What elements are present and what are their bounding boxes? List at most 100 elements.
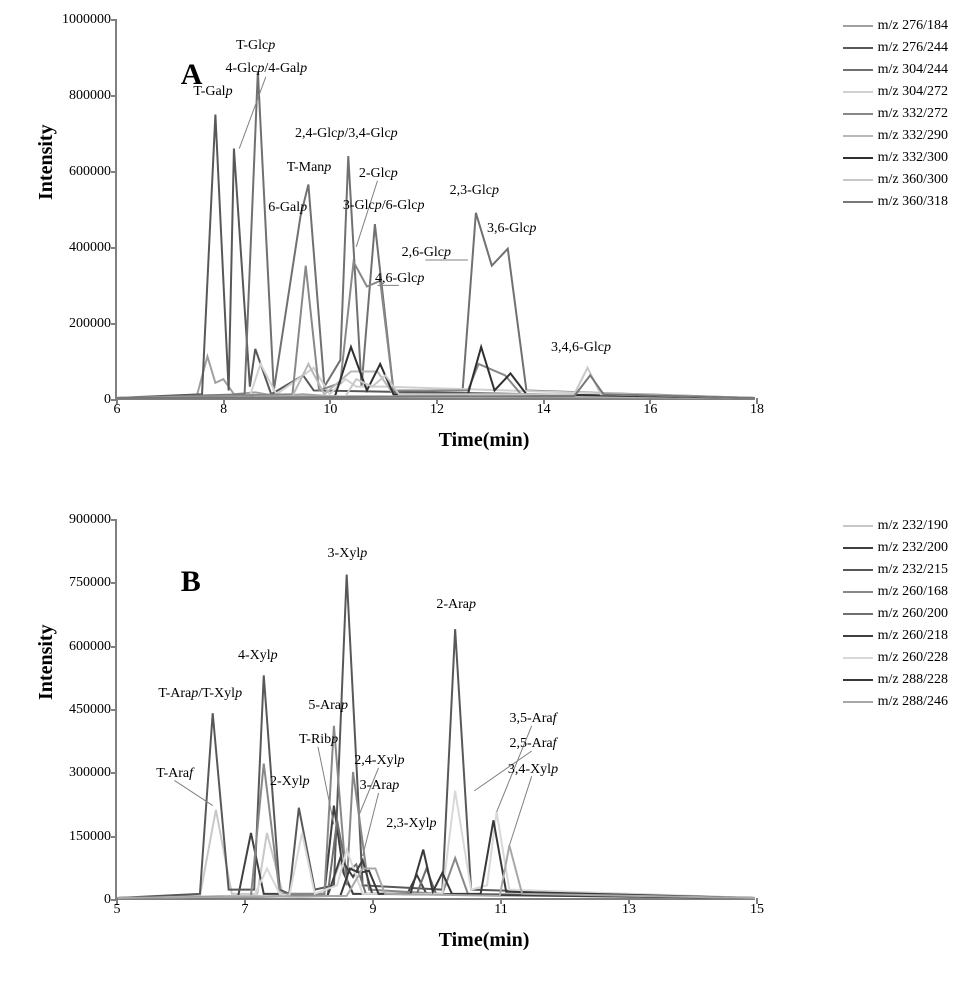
ytick: 150000 bbox=[69, 829, 117, 845]
legend-swatch bbox=[843, 91, 873, 93]
legend-item: m/z 232/200 bbox=[843, 537, 948, 559]
legend-label: m/z 276/184 bbox=[878, 15, 948, 37]
peak-label: 3,6-Glcp bbox=[487, 221, 536, 237]
plot-b: B 01500003000004500006000007500009000005… bbox=[115, 520, 755, 900]
peak-label: 4,6-Glcp bbox=[375, 271, 424, 287]
panel-letter-b: B bbox=[181, 565, 201, 599]
peak-label: 3,4,6-Glcp bbox=[551, 340, 611, 356]
legend-swatch bbox=[843, 679, 873, 681]
ytick: 600000 bbox=[69, 639, 117, 655]
peak-label: 3,5-Araf bbox=[509, 711, 556, 727]
legend-swatch bbox=[843, 69, 873, 71]
legend-swatch bbox=[843, 657, 873, 659]
legend-swatch bbox=[843, 179, 873, 181]
legend-item: m/z 232/190 bbox=[843, 515, 948, 537]
legend-swatch bbox=[843, 635, 873, 637]
legend-item: m/z 304/272 bbox=[843, 81, 948, 103]
ytick: 750000 bbox=[69, 575, 117, 591]
legend-label: m/z 360/300 bbox=[878, 169, 948, 191]
ytick: 400000 bbox=[69, 240, 117, 256]
series-line bbox=[117, 726, 755, 898]
legend-item: m/z 332/300 bbox=[843, 147, 948, 169]
plot-a: A 02000004000006000008000001000000681012… bbox=[115, 20, 755, 400]
peak-label: 5-Arap bbox=[308, 698, 348, 714]
legend-swatch bbox=[843, 613, 873, 615]
legend-label: m/z 276/244 bbox=[878, 37, 948, 59]
ylabel-a: Intensity bbox=[35, 124, 58, 200]
legend-swatch bbox=[843, 25, 873, 27]
series-line bbox=[117, 791, 755, 898]
legend-swatch bbox=[843, 113, 873, 115]
legend-swatch bbox=[843, 47, 873, 49]
peak-label: 2-Arap bbox=[436, 597, 476, 613]
ytick: 300000 bbox=[69, 765, 117, 781]
legend-item: m/z 232/215 bbox=[843, 559, 948, 581]
peak-label: 3-Arap bbox=[360, 778, 400, 794]
peak-label: T-Ribp bbox=[299, 732, 338, 748]
legend-item: m/z 276/184 bbox=[843, 15, 948, 37]
peak-label: 6-Galp bbox=[268, 200, 307, 216]
legend-a: m/z 276/184m/z 276/244m/z 304/244m/z 304… bbox=[843, 15, 948, 213]
peak-label: 2-Glcp bbox=[359, 166, 398, 182]
peak-label: 2-Xylp bbox=[270, 774, 310, 790]
legend-label: m/z 232/200 bbox=[878, 537, 948, 559]
legend-label: m/z 360/318 bbox=[878, 191, 948, 213]
ytick: 1000000 bbox=[62, 12, 117, 28]
legend-item: m/z 260/168 bbox=[843, 581, 948, 603]
legend-label: m/z 332/290 bbox=[878, 125, 948, 147]
ytick: 450000 bbox=[69, 702, 117, 718]
legend-label: m/z 232/190 bbox=[878, 515, 948, 537]
legend-label: m/z 260/200 bbox=[878, 603, 948, 625]
ytick: 600000 bbox=[69, 164, 117, 180]
peak-label: T-Araf bbox=[156, 766, 193, 782]
legend-label: m/z 332/272 bbox=[878, 103, 948, 125]
legend-swatch bbox=[843, 135, 873, 137]
legend-swatch bbox=[843, 157, 873, 159]
legend-label: m/z 304/244 bbox=[878, 59, 948, 81]
peak-label: T-Galp bbox=[193, 84, 232, 100]
peak-label: T-Manp bbox=[287, 160, 332, 176]
peak-label: 4-Glcp/4-Galp bbox=[226, 61, 308, 77]
peak-label: 2,4-Xylp bbox=[354, 753, 404, 769]
legend-swatch bbox=[843, 569, 873, 571]
legend-label: m/z 288/228 bbox=[878, 669, 948, 691]
legend-item: m/z 332/290 bbox=[843, 125, 948, 147]
peak-label: 2,3-Glcp bbox=[450, 183, 499, 199]
legend-label: m/z 232/215 bbox=[878, 559, 948, 581]
xlabel-a: Time(min) bbox=[439, 429, 530, 452]
peak-label: T-Arap/T-Xylp bbox=[158, 686, 242, 702]
legend-item: m/z 288/246 bbox=[843, 691, 948, 713]
series-line bbox=[117, 71, 755, 398]
legend-b: m/z 232/190m/z 232/200m/z 232/215m/z 260… bbox=[843, 515, 948, 713]
legend-swatch bbox=[843, 547, 873, 549]
legend-item: m/z 276/244 bbox=[843, 37, 948, 59]
legend-label: m/z 304/272 bbox=[878, 81, 948, 103]
legend-label: m/z 260/218 bbox=[878, 625, 948, 647]
peak-label: 2,5-Araf bbox=[509, 736, 556, 752]
panel-b: Intensity Time(min) B 015000030000045000… bbox=[20, 500, 948, 980]
legend-label: m/z 260/228 bbox=[878, 647, 948, 669]
legend-item: m/z 288/228 bbox=[843, 669, 948, 691]
ytick: 800000 bbox=[69, 88, 117, 104]
legend-label: m/z 288/246 bbox=[878, 691, 948, 713]
legend-item: m/z 304/244 bbox=[843, 59, 948, 81]
peak-label: 3-Xylp bbox=[328, 546, 368, 562]
ytick: 200000 bbox=[69, 316, 117, 332]
peak-label: 3-Glcp/6-Glcp bbox=[343, 198, 425, 214]
peak-label: T-Glcp bbox=[236, 38, 275, 54]
panel-a: Intensity Time(min) A 020000040000060000… bbox=[20, 0, 948, 480]
ylabel-b: Intensity bbox=[35, 624, 58, 700]
xlabel-b: Time(min) bbox=[439, 929, 530, 952]
series-line bbox=[117, 262, 755, 398]
legend-item: m/z 360/318 bbox=[843, 191, 948, 213]
peak-label: 2,4-Glcp/3,4-Glcp bbox=[295, 126, 398, 142]
legend-swatch bbox=[843, 701, 873, 703]
peak-label: 2,6-Glcp bbox=[402, 245, 451, 261]
legend-item: m/z 332/272 bbox=[843, 103, 948, 125]
legend-label: m/z 332/300 bbox=[878, 147, 948, 169]
legend-swatch bbox=[843, 201, 873, 203]
legend-item: m/z 360/300 bbox=[843, 169, 948, 191]
peak-label: 3,4-Xylp bbox=[508, 762, 558, 778]
peak-label: 2,3-Xylp bbox=[386, 816, 436, 832]
peak-label: 4-Xylp bbox=[238, 648, 278, 664]
